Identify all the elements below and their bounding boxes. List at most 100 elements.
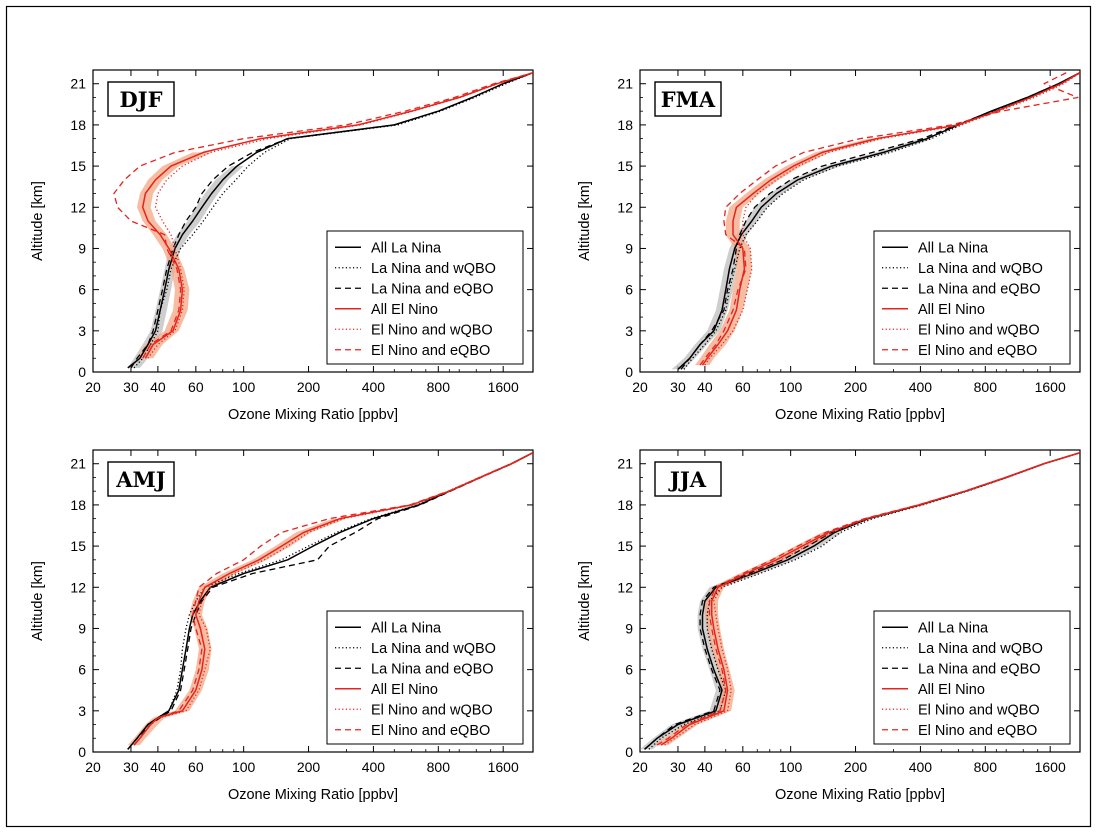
series-line-1 <box>127 452 533 750</box>
y-tick-label: 6 <box>625 282 633 298</box>
series-line-5 <box>699 72 1079 366</box>
y-tick-label: 6 <box>78 662 86 678</box>
x-tick-label: 60 <box>735 379 751 395</box>
legend-label: All La Nina <box>371 620 442 636</box>
x-tick-label: 200 <box>297 759 321 775</box>
data-layer <box>671 72 1080 370</box>
x-tick-label: 100 <box>232 379 256 395</box>
x-tick-label: 200 <box>844 379 868 395</box>
x-axis-title: Ozone Mixing Ratio [ppbv] <box>228 407 398 423</box>
x-tick-label: 40 <box>697 759 713 775</box>
legend-label: La Nina and wQBO <box>371 641 496 657</box>
season-label-box <box>107 81 175 117</box>
y-tick-label: 18 <box>70 117 86 133</box>
legend-box <box>873 610 1071 745</box>
x-tick-label: 1600 <box>1035 379 1066 395</box>
series-line-1 <box>133 72 533 369</box>
y-tick-label: 15 <box>70 538 86 554</box>
legend-label: All El Nino <box>371 302 438 318</box>
legend-box <box>326 610 524 745</box>
y-tick-label: 9 <box>78 620 86 636</box>
panel-jja: 20 30 40 60 100 200 400 800 1600 0 3 6 9 12 15 18 21 Ozon… <box>577 449 1081 803</box>
x-tick-label: 400 <box>909 379 933 395</box>
uncertainty-band-3 <box>127 518 347 746</box>
x-tick-label: 30 <box>123 759 139 775</box>
y-tick-label: 18 <box>617 117 633 133</box>
legend: All La Nina La Nina and wQBO La Nina and e… <box>326 230 524 365</box>
x-tick-label: 1600 <box>488 379 519 395</box>
panel-fma: 20 30 40 60 100 200 400 800 1600 0 3 6 9 12 15 18 21 Ozon… <box>577 69 1081 423</box>
y-tick-label: 15 <box>70 158 86 174</box>
series-line-4 <box>147 72 533 359</box>
x-tick-label: 40 <box>150 379 166 395</box>
legend-box <box>873 230 1071 365</box>
y-tick-label: 3 <box>625 703 633 719</box>
data-layer <box>113 71 533 369</box>
series-line-3 <box>141 71 533 359</box>
x-tick-label: 30 <box>123 379 139 395</box>
x-tick-label: 40 <box>697 379 713 395</box>
y-axis-title: Altitude [km] <box>577 181 593 261</box>
y-axis-title: Altitude [km] <box>30 561 46 641</box>
x-tick-label: 100 <box>779 759 803 775</box>
x-tick-label: 100 <box>779 379 803 395</box>
season-label-box <box>107 461 175 497</box>
uncertainty-band-0 <box>671 138 934 370</box>
y-tick-label: 9 <box>625 240 633 256</box>
y-axis-title: Altitude [km] <box>30 181 46 261</box>
x-tick-label: 800 <box>427 379 451 395</box>
legend-label: La Nina and eQBO <box>918 661 1041 677</box>
y-tick-label: 0 <box>78 744 86 760</box>
y-tick-label: 3 <box>625 323 633 339</box>
x-tick-label: 200 <box>844 759 868 775</box>
x-tick-label: 200 <box>297 379 321 395</box>
x-tick-label: 60 <box>188 379 204 395</box>
y-tick-label: 12 <box>617 199 633 215</box>
uncertainty-band-0 <box>640 532 843 750</box>
panel-amj: 20 30 40 60 100 200 400 800 1600 0 3 6 9 12 15 18 21 Ozon… <box>30 449 534 803</box>
legend-label: El Nino and wQBO <box>371 702 493 718</box>
legend-label: All El Nino <box>371 682 438 698</box>
legend-label: El Nino and eQBO <box>918 723 1037 739</box>
season-label: AMJ <box>115 467 166 492</box>
y-tick-label: 18 <box>617 497 633 513</box>
x-axis-title: Ozone Mixing Ratio [ppbv] <box>775 407 945 423</box>
y-tick-label: 9 <box>78 240 86 256</box>
x-tick-label: 400 <box>362 379 386 395</box>
y-tick-label: 12 <box>70 199 86 215</box>
legend-label: El Nino and wQBO <box>918 702 1040 718</box>
x-tick-label: 20 <box>632 759 648 775</box>
x-tick-label: 800 <box>974 379 998 395</box>
x-tick-label: 1600 <box>1035 759 1066 775</box>
x-tick-label: 400 <box>362 759 386 775</box>
x-tick-label: 60 <box>188 759 204 775</box>
y-tick-label: 12 <box>617 579 633 595</box>
y-tick-label: 15 <box>617 158 633 174</box>
x-tick-label: 20 <box>85 379 101 395</box>
x-tick-label: 30 <box>670 379 686 395</box>
x-tick-label: 800 <box>427 759 451 775</box>
x-tick-label: 100 <box>232 759 256 775</box>
series-line-5 <box>113 72 533 359</box>
series-line-2 <box>644 452 1080 750</box>
x-tick-label: 40 <box>150 759 166 775</box>
series-line-5 <box>656 452 1080 746</box>
season-label: JJA <box>668 467 707 492</box>
series-line-2 <box>680 72 1080 370</box>
series-line-2 <box>130 72 533 369</box>
data-layer <box>640 451 1080 750</box>
panel-djf: 20 30 40 60 100 200 400 800 1600 0 3 6 9 12 15 18 21 Ozon… <box>30 69 534 423</box>
legend-label: La Nina and wQBO <box>918 261 1043 277</box>
legend-label: La Nina and eQBO <box>371 281 494 297</box>
uncertainty-band-3 <box>695 138 884 366</box>
season-label-box <box>654 81 722 117</box>
legend: All La Nina La Nina and wQBO La Nina and e… <box>326 610 524 745</box>
y-tick-label: 21 <box>617 456 633 472</box>
season-label: FMA <box>661 87 716 112</box>
y-tick-label: 9 <box>625 620 633 636</box>
y-tick-label: 6 <box>625 662 633 678</box>
series-line-0 <box>677 72 1080 370</box>
season-label-box <box>654 461 722 497</box>
y-tick-label: 0 <box>625 744 633 760</box>
series-line-4 <box>133 452 533 746</box>
